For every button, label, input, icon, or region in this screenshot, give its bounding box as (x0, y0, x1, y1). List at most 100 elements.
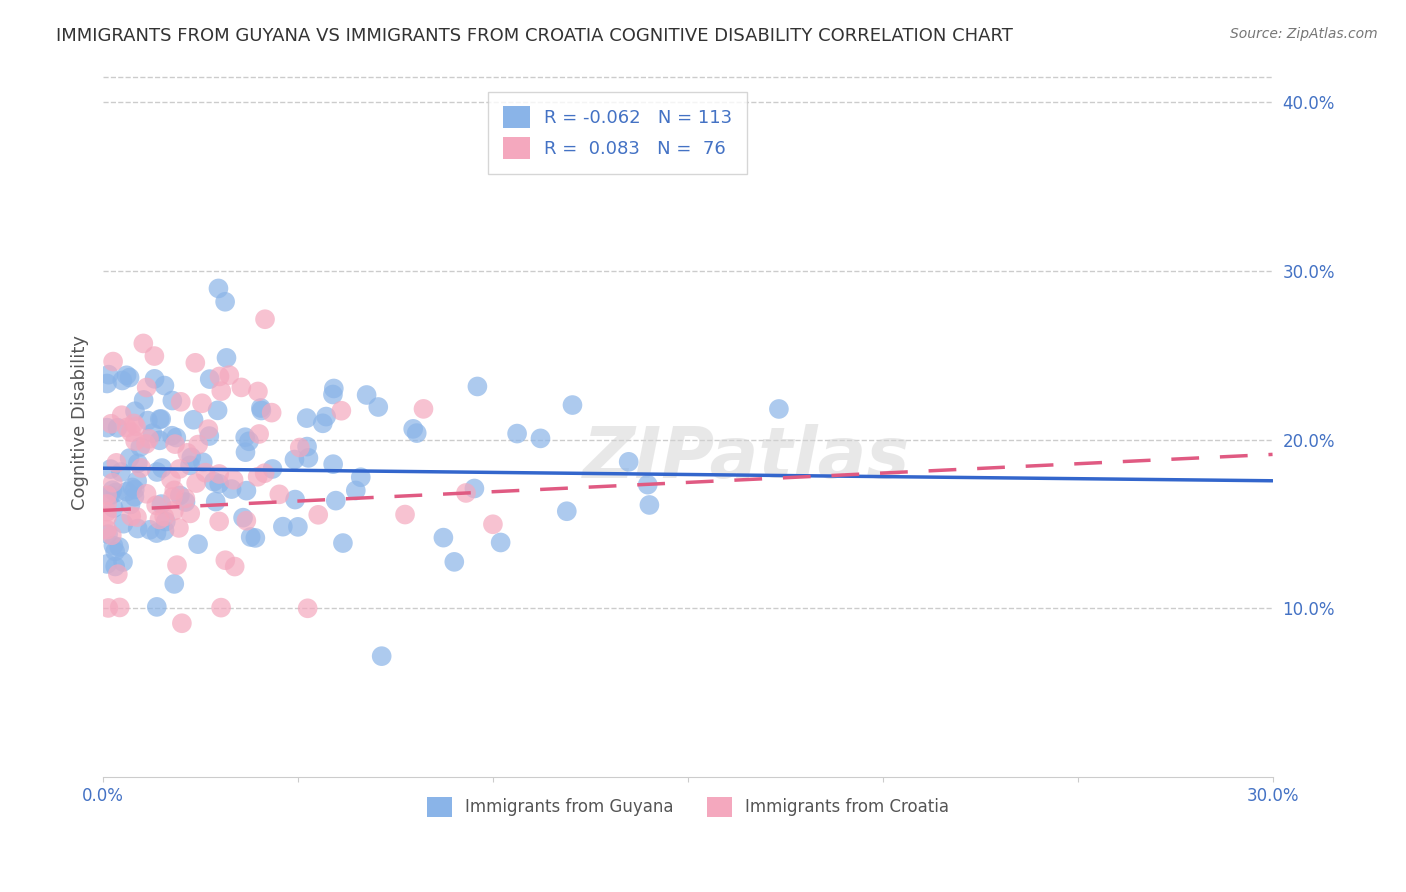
Point (238, 434, 260, 449)
Point (463, 482, 485, 496)
Point (224, 559, 246, 574)
Point (454, 486, 477, 500)
Point (231, 380, 253, 394)
Point (297, 601, 319, 615)
Point (208, 476, 231, 491)
Point (163, 504, 186, 518)
Point (370, 649, 392, 664)
Point (405, 426, 427, 441)
Point (129, 461, 152, 475)
Point (235, 445, 257, 459)
Point (233, 430, 256, 444)
Text: IMMIGRANTS FROM GUYANA VS IMMIGRANTS FROM CROATIA COGNITIVE DISABILITY CORRELATI: IMMIGRANTS FROM GUYANA VS IMMIGRANTS FRO… (56, 27, 1014, 45)
Point (136, 414, 159, 428)
Point (165, 437, 187, 451)
Point (129, 440, 152, 454)
Point (250, 401, 273, 415)
Point (153, 378, 176, 392)
Point (162, 490, 184, 504)
Point (350, 470, 373, 484)
Point (330, 403, 353, 417)
Point (179, 458, 201, 473)
Point (204, 494, 226, 508)
Point (115, 368, 138, 383)
Y-axis label: Cognitive Disability: Cognitive Disability (72, 335, 89, 510)
Point (194, 466, 217, 480)
Point (108, 540, 131, 554)
Point (561, 398, 583, 412)
Point (118, 370, 141, 384)
Point (124, 434, 146, 448)
Point (107, 421, 129, 435)
Point (174, 495, 197, 509)
Point (120, 425, 142, 439)
Point (96, 497, 118, 511)
Point (367, 400, 389, 414)
Point (247, 427, 270, 442)
Point (111, 374, 134, 388)
Point (412, 401, 434, 416)
Point (120, 509, 142, 524)
Point (186, 476, 208, 491)
Point (260, 406, 283, 420)
Point (529, 431, 551, 445)
Point (101, 475, 124, 490)
Point (169, 488, 191, 502)
Point (101, 528, 124, 542)
Point (143, 349, 166, 363)
Point (312, 417, 335, 431)
Point (245, 531, 267, 545)
Point (295, 411, 318, 425)
Point (222, 473, 245, 487)
Point (432, 531, 454, 545)
Point (482, 517, 505, 532)
Point (179, 507, 201, 521)
Point (101, 354, 124, 368)
Point (218, 368, 240, 383)
Point (104, 544, 127, 558)
Point (197, 422, 219, 436)
Point (166, 558, 188, 573)
Point (214, 553, 236, 567)
Point (250, 403, 273, 417)
Text: Source: ZipAtlas.com: Source: ZipAtlas.com (1230, 27, 1378, 41)
Point (232, 510, 254, 524)
Point (207, 281, 229, 295)
Point (153, 524, 176, 538)
Point (127, 456, 149, 470)
Point (344, 483, 367, 498)
Point (146, 465, 169, 479)
Point (121, 480, 143, 494)
Point (110, 465, 132, 479)
Point (768, 401, 790, 416)
Point (191, 396, 214, 410)
Point (96, 420, 118, 434)
Point (162, 393, 184, 408)
Point (208, 467, 231, 481)
Point (160, 428, 183, 442)
Point (169, 462, 191, 476)
Point (191, 455, 214, 469)
Point (180, 450, 202, 465)
Point (638, 498, 661, 512)
Point (96, 505, 118, 519)
Point (98, 488, 121, 502)
Legend: Immigrants from Guyana, Immigrants from Croatia: Immigrants from Guyana, Immigrants from … (418, 789, 957, 825)
Point (149, 434, 172, 448)
Point (209, 600, 232, 615)
Point (118, 451, 141, 466)
Point (132, 336, 155, 351)
Point (167, 521, 190, 535)
Point (208, 515, 231, 529)
Point (139, 523, 162, 537)
Point (104, 485, 127, 500)
Point (150, 412, 173, 426)
Point (120, 498, 142, 512)
Point (97, 527, 120, 541)
Point (111, 555, 134, 569)
Point (209, 384, 232, 398)
Point (96, 376, 118, 391)
Point (489, 535, 512, 549)
Point (112, 516, 135, 531)
Point (170, 616, 193, 631)
